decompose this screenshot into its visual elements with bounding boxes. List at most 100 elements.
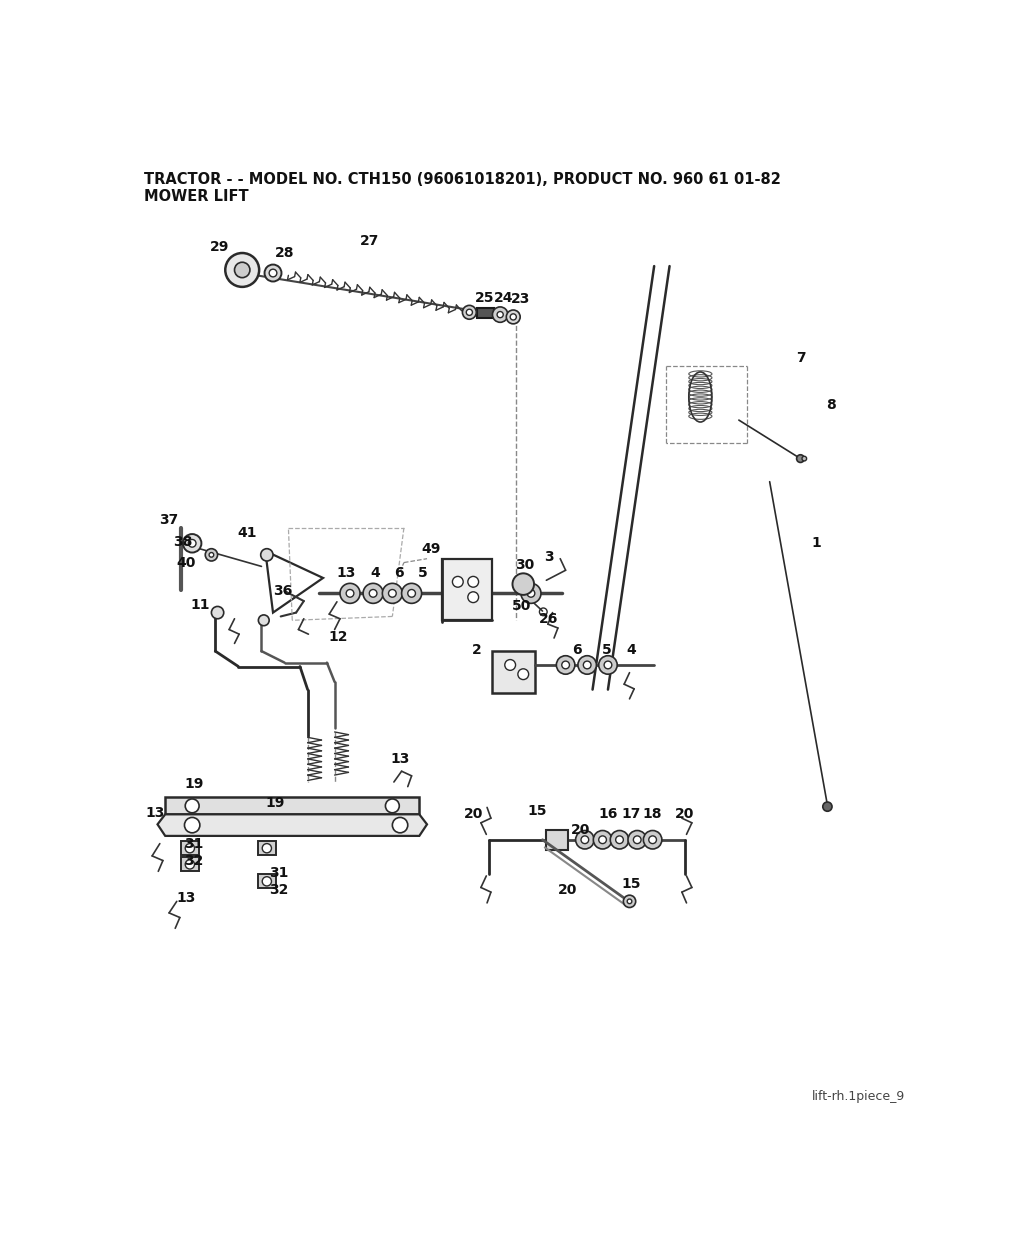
Text: 13: 13 — [390, 752, 410, 766]
Circle shape — [401, 584, 422, 604]
Text: 29: 29 — [210, 240, 228, 254]
Text: 6: 6 — [572, 643, 582, 656]
Circle shape — [468, 592, 478, 602]
Circle shape — [466, 309, 472, 315]
Text: 12: 12 — [329, 630, 348, 644]
Circle shape — [184, 817, 200, 833]
Circle shape — [575, 831, 594, 848]
Circle shape — [578, 655, 596, 674]
Text: 20: 20 — [558, 882, 578, 897]
Text: 37: 37 — [160, 513, 178, 527]
Text: 49: 49 — [421, 542, 440, 556]
Circle shape — [506, 310, 520, 324]
Circle shape — [392, 817, 408, 833]
Circle shape — [183, 535, 202, 552]
Circle shape — [497, 311, 503, 318]
Circle shape — [468, 576, 478, 587]
Text: lift-rh.1piece_9: lift-rh.1piece_9 — [812, 1091, 905, 1103]
Text: 50: 50 — [512, 600, 531, 614]
Text: 13: 13 — [337, 566, 356, 580]
Circle shape — [185, 860, 195, 868]
Bar — [258, 841, 276, 855]
Circle shape — [262, 843, 271, 853]
Text: 24: 24 — [494, 291, 513, 305]
Circle shape — [225, 254, 259, 287]
Circle shape — [388, 590, 396, 597]
Circle shape — [615, 836, 624, 843]
Circle shape — [234, 262, 250, 277]
Circle shape — [364, 584, 383, 604]
Bar — [442, 558, 493, 620]
Text: 28: 28 — [274, 246, 294, 260]
Circle shape — [521, 584, 541, 604]
Text: 32: 32 — [268, 882, 288, 897]
Text: 11: 11 — [190, 597, 210, 612]
Text: 20: 20 — [675, 807, 694, 821]
Text: 1: 1 — [811, 536, 820, 550]
Circle shape — [593, 831, 611, 848]
Text: 26: 26 — [539, 611, 558, 626]
Circle shape — [628, 831, 646, 848]
Text: 36: 36 — [273, 584, 293, 599]
Bar — [547, 830, 568, 850]
Text: 7: 7 — [796, 351, 805, 365]
Text: 23: 23 — [511, 292, 530, 306]
Circle shape — [185, 799, 199, 813]
Text: 6: 6 — [393, 566, 403, 580]
Circle shape — [385, 799, 399, 813]
Bar — [180, 841, 199, 855]
Circle shape — [527, 590, 535, 597]
Circle shape — [649, 836, 656, 843]
Polygon shape — [158, 814, 427, 836]
Circle shape — [205, 548, 217, 561]
Circle shape — [264, 265, 282, 281]
Text: 27: 27 — [359, 235, 379, 248]
Text: TRACTOR - - MODEL NO. CTH150 (96061018201), PRODUCT NO. 960 61 01-82: TRACTOR - - MODEL NO. CTH150 (9606101820… — [144, 172, 781, 187]
Circle shape — [258, 615, 269, 626]
Bar — [165, 797, 419, 814]
Text: 4: 4 — [371, 566, 380, 580]
Circle shape — [188, 540, 196, 547]
Text: 32: 32 — [184, 853, 204, 867]
Text: 3: 3 — [544, 550, 554, 565]
Circle shape — [262, 877, 271, 886]
Bar — [258, 875, 276, 889]
Circle shape — [453, 576, 463, 587]
Text: 19: 19 — [265, 796, 285, 809]
Text: 20: 20 — [464, 807, 483, 821]
Circle shape — [604, 661, 611, 669]
Text: 13: 13 — [145, 806, 165, 820]
Text: 38: 38 — [173, 535, 193, 548]
Circle shape — [346, 590, 354, 597]
Bar — [180, 857, 199, 871]
Bar — [493, 651, 535, 694]
Text: 8: 8 — [826, 398, 837, 412]
Circle shape — [505, 660, 515, 670]
Circle shape — [209, 552, 214, 557]
Circle shape — [463, 305, 476, 319]
Circle shape — [556, 655, 574, 674]
Text: 19: 19 — [184, 777, 204, 791]
Circle shape — [510, 314, 516, 320]
Text: 4: 4 — [627, 643, 636, 656]
Circle shape — [643, 831, 662, 848]
Text: 17: 17 — [622, 807, 641, 821]
Circle shape — [408, 590, 416, 597]
Circle shape — [634, 836, 641, 843]
Circle shape — [340, 584, 360, 604]
Text: 15: 15 — [622, 877, 641, 891]
Text: 25: 25 — [475, 291, 495, 305]
Circle shape — [599, 655, 617, 674]
Text: 5: 5 — [418, 566, 428, 580]
Text: 41: 41 — [238, 526, 257, 541]
Circle shape — [797, 454, 804, 462]
Circle shape — [610, 831, 629, 848]
Circle shape — [493, 307, 508, 323]
Circle shape — [562, 661, 569, 669]
Circle shape — [269, 269, 276, 277]
Text: 40: 40 — [176, 556, 196, 570]
Text: MOWER LIFT: MOWER LIFT — [144, 190, 249, 205]
Text: 30: 30 — [515, 558, 535, 572]
Text: 31: 31 — [268, 866, 288, 880]
Text: 18: 18 — [643, 807, 663, 821]
